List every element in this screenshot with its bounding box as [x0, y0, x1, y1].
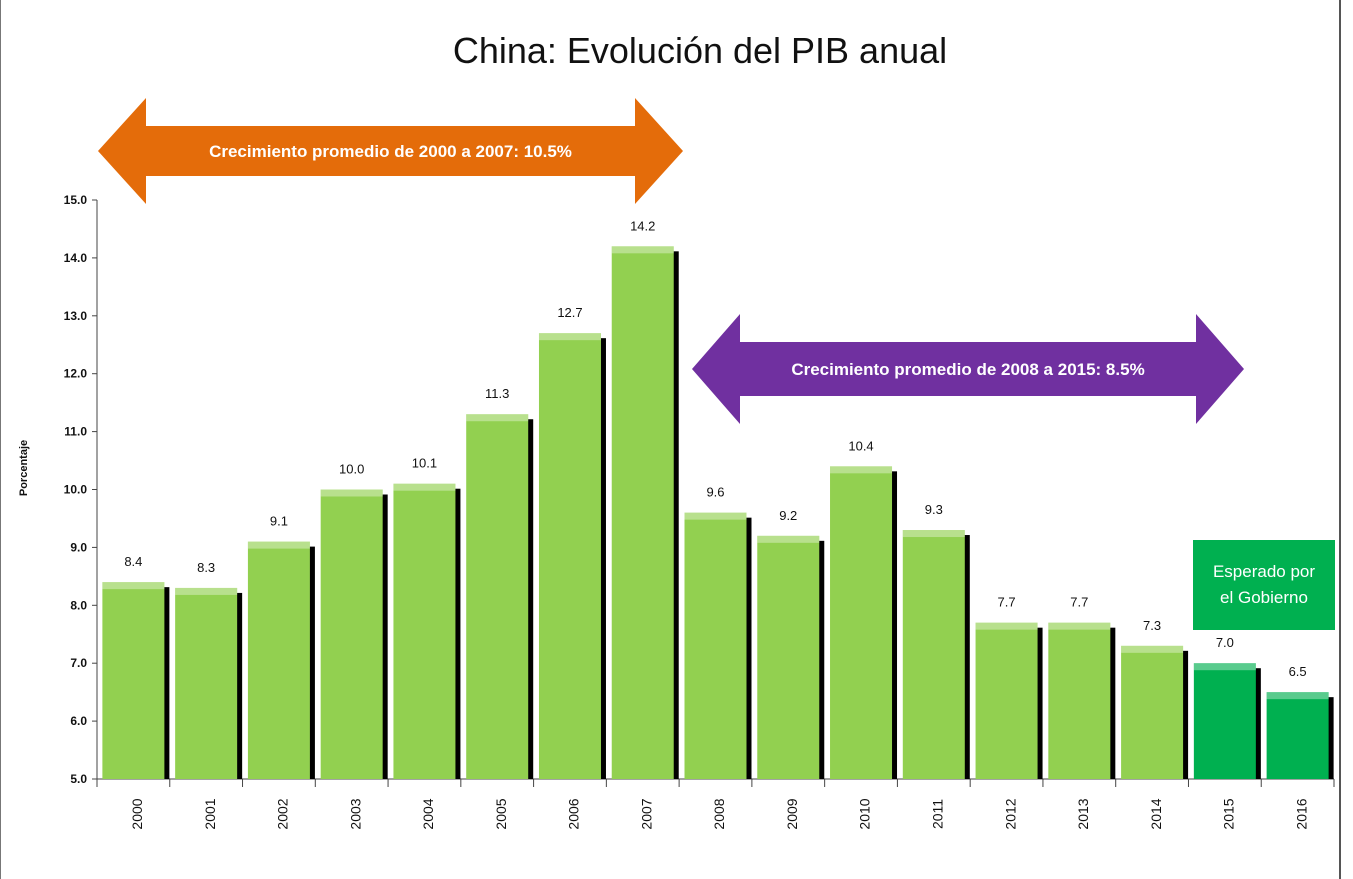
bar — [684, 512, 747, 779]
x-tick-label: 2009 — [784, 798, 800, 829]
bar — [102, 582, 165, 779]
bar-top-bevel — [830, 466, 893, 474]
bar-value-label: 8.3 — [197, 560, 215, 575]
bar-value-label: 14.2 — [630, 218, 655, 233]
y-tick-label: 12.0 — [64, 367, 88, 381]
y-axis-label: Porcentaje — [18, 440, 30, 496]
bar-top-bevel — [393, 483, 456, 491]
bar-value-label: 7.7 — [1070, 595, 1088, 610]
y-tick-label: 11.0 — [64, 425, 87, 439]
x-tick-label: 2007 — [638, 798, 654, 829]
bar-value-label: 9.6 — [706, 485, 724, 500]
bar — [175, 587, 238, 779]
bar — [902, 530, 965, 779]
x-tick-label: 2006 — [566, 798, 582, 829]
bar — [1121, 645, 1184, 779]
bar-value-label: 10.0 — [339, 462, 364, 477]
bar — [975, 622, 1038, 779]
bar — [538, 333, 601, 779]
bar-top-bevel — [611, 246, 674, 254]
bar — [1266, 692, 1329, 779]
y-tick-label: 15.0 — [64, 193, 88, 207]
x-tick-label: 2011 — [929, 799, 945, 829]
y-tick-label: 13.0 — [64, 309, 88, 323]
x-tick-label: 2008 — [711, 798, 727, 829]
annotation-arrow — [98, 98, 683, 204]
x-tick-label: 2013 — [1075, 798, 1091, 829]
chart-bars — [102, 246, 1334, 779]
x-tick-label: 2004 — [420, 798, 436, 829]
bar-value-label: 10.1 — [412, 456, 437, 471]
bar-value-label: 7.7 — [998, 595, 1016, 610]
x-tick-label: 2014 — [1148, 798, 1164, 829]
x-tick-label: 2015 — [1221, 798, 1237, 829]
annotation-arrow-label: Crecimiento promedio de 2000 a 2007: 10.… — [209, 142, 572, 161]
y-tick-label: 10.0 — [64, 483, 88, 497]
bar-top-bevel — [1266, 692, 1329, 700]
bar-value-label: 7.0 — [1216, 635, 1234, 650]
y-tick-label: 7.0 — [70, 656, 87, 670]
bar-top-bevel — [1048, 622, 1111, 630]
y-tick-label: 5.0 — [70, 772, 87, 786]
x-tick-label: 2000 — [129, 798, 145, 829]
y-tick-label: 14.0 — [64, 251, 88, 265]
x-tick-label: 2001 — [202, 798, 218, 829]
x-tick-label: 2003 — [347, 798, 363, 829]
y-tick-label: 9.0 — [70, 540, 87, 554]
bar-value-label: 12.7 — [557, 305, 582, 320]
bar-top-bevel — [175, 587, 238, 595]
bar-top-bevel — [684, 512, 747, 520]
bar-top-bevel — [1121, 645, 1184, 653]
y-tick-label: 6.0 — [70, 714, 87, 728]
bar-value-label: 10.4 — [848, 438, 873, 453]
bar-top-bevel — [102, 582, 165, 590]
bar-value-label: 9.3 — [925, 502, 943, 517]
bar-value-label: 6.5 — [1289, 664, 1307, 679]
bar-value-label: 9.2 — [779, 508, 797, 523]
expected-callout: Esperado por el Gobierno — [1193, 540, 1335, 630]
bar — [247, 541, 310, 779]
bar-value-label: 9.1 — [270, 514, 288, 529]
bar — [393, 483, 456, 779]
bar-top-bevel — [1193, 663, 1256, 671]
bar — [611, 246, 674, 779]
bar — [466, 414, 529, 779]
annotation-arrows: Crecimiento promedio de 2000 a 2007: 10.… — [98, 98, 1244, 424]
y-tick-label: 8.0 — [70, 598, 87, 612]
bar-top-bevel — [757, 535, 820, 543]
annotation-arrow-label: Crecimiento promedio de 2008 a 2015: 8.5… — [791, 360, 1144, 379]
bar-top-bevel — [538, 333, 601, 341]
bar — [320, 489, 383, 779]
bar — [757, 535, 820, 779]
bar-top-bevel — [902, 530, 965, 538]
bar-value-label: 11.3 — [485, 386, 509, 401]
x-tick-label: 2012 — [1002, 798, 1018, 829]
bar — [1193, 663, 1256, 779]
bar-top-bevel — [466, 414, 529, 422]
x-tick-label: 2016 — [1293, 798, 1309, 829]
bar-top-bevel — [320, 489, 383, 497]
bar — [1048, 622, 1111, 779]
bar-value-label: 7.3 — [1143, 618, 1161, 633]
x-tick-label: 2010 — [857, 798, 873, 829]
bar — [830, 466, 893, 779]
chart-title: China: Evolución del PIB anual — [452, 30, 948, 71]
bar-top-bevel — [247, 541, 310, 549]
annotation-arrow — [692, 314, 1244, 424]
x-tick-label: 2002 — [275, 798, 291, 829]
bar-value-label: 8.4 — [124, 554, 142, 569]
chart-labels: 5.0 6.0 7.0 8.0 9.0 10.0 11.0 12.0 13.0 14.0 15.0 8… — [64, 193, 1310, 830]
x-tick-label: 2005 — [493, 798, 509, 829]
bar-top-bevel — [975, 622, 1038, 630]
